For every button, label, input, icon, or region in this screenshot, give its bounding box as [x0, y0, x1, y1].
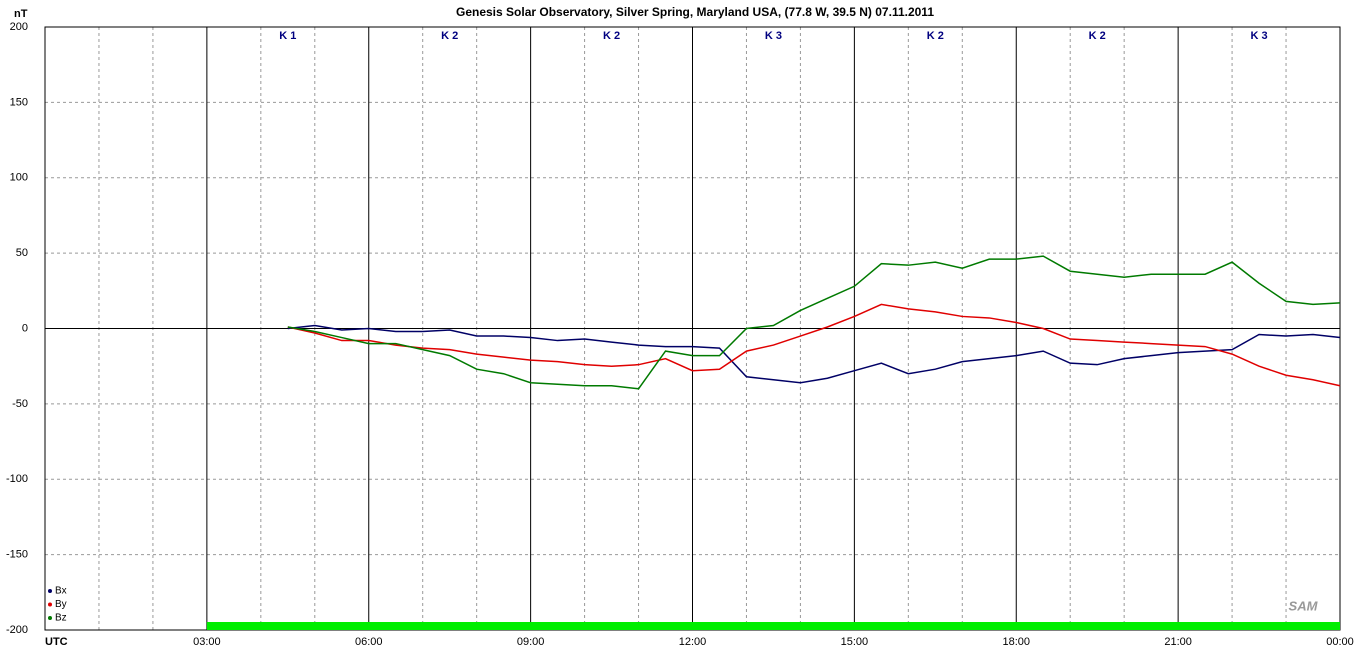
y-tick-label: -50 — [12, 398, 28, 410]
k-index-label: K 2 — [927, 30, 944, 42]
x-tick-label: 00:00 — [1326, 636, 1354, 648]
logo: SAM — [1289, 598, 1319, 613]
k-index-label: K 2 — [1089, 30, 1106, 42]
y-tick-label: 50 — [16, 247, 28, 259]
x-tick-label: 12:00 — [679, 636, 707, 648]
y-tick-label: 150 — [10, 96, 28, 108]
y-tick-label: -100 — [6, 473, 28, 485]
x-tick-label: 09:00 — [517, 636, 545, 648]
series-line — [287, 255, 1341, 390]
legend-marker — [48, 589, 52, 593]
y-tick-label: -150 — [6, 549, 28, 561]
y-unit: nT — [14, 8, 28, 20]
x-tick-label: 06:00 — [355, 636, 383, 648]
y-tick-label: 200 — [10, 21, 28, 33]
k-index-label: K 1 — [279, 30, 296, 42]
k-index-label: K 3 — [765, 30, 782, 42]
legend-label: By — [55, 599, 67, 610]
k-index-label: K 2 — [441, 30, 458, 42]
chart-title: Genesis Solar Observatory, Silver Spring… — [456, 5, 934, 19]
k-index-label: K 3 — [1251, 30, 1268, 42]
x-tick-label: 18:00 — [1002, 636, 1030, 648]
legend-label: Bz — [55, 613, 67, 624]
k-index-label: K 2 — [603, 30, 620, 42]
x-tick-label: 21:00 — [1164, 636, 1192, 648]
series-line — [287, 303, 1341, 387]
y-tick-label: 100 — [10, 172, 28, 184]
coverage-bar — [206, 622, 1340, 630]
x-axis-label: UTC — [45, 636, 68, 648]
legend-label: Bx — [55, 586, 67, 597]
series-line — [287, 324, 1341, 384]
x-tick-label: 15:00 — [841, 636, 869, 648]
x-tick-label: 03:00 — [193, 636, 221, 648]
legend-marker — [48, 616, 52, 620]
y-tick-label: -200 — [6, 624, 28, 636]
y-tick-label: 0 — [22, 322, 28, 334]
legend-marker — [48, 602, 52, 607]
